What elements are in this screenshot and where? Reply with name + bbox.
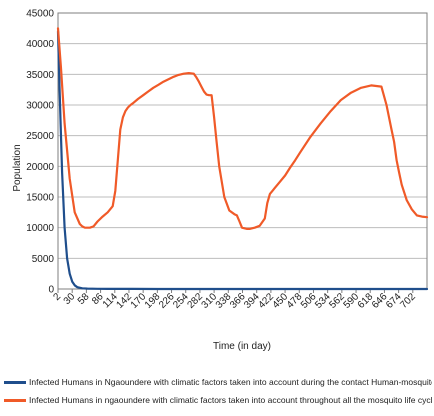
- series-line-1: [56, 30, 429, 291]
- y-tick-label: 20000: [26, 162, 54, 173]
- y-tick-label: 25000: [26, 131, 54, 142]
- y-tick-label: 15000: [26, 193, 54, 204]
- y-tick-label: 10000: [26, 223, 54, 234]
- plot-area-border: [57, 12, 428, 290]
- y-tick-label: 45000: [26, 9, 54, 20]
- x-tick-label: 702: [398, 291, 418, 311]
- chart-legend: Infected Humans in Ngaoundere with clima…: [4, 375, 432, 407]
- series-lines: [56, 27, 429, 291]
- legend-item-series-1: Infected Humans in Ngaoundere with clima…: [4, 375, 432, 389]
- legend-swatch-series-2: [4, 398, 26, 402]
- legend-label-series-1: Infected Humans in Ngaoundere with clima…: [29, 377, 432, 387]
- x-axis-title: Time (in day): [213, 341, 271, 352]
- x-tick-label: 2: [51, 291, 63, 303]
- x-axis-ticks: 2305886114142170198226254282310338366394…: [51, 289, 418, 311]
- series-line-2: [56, 27, 429, 230]
- line-chart: 0 5000 10000 15000 20000 25000 30000 35000 40000…: [12, 9, 429, 352]
- legend-swatch-series-1: [4, 380, 26, 384]
- y-tick-label: 35000: [26, 70, 54, 81]
- gridlines: [58, 12, 427, 290]
- legend-label-series-2: Infected Humans in ngaoundere with clima…: [29, 395, 432, 405]
- y-tick-label: 40000: [26, 39, 54, 50]
- legend-item-series-2: Infected Humans in ngaoundere with clima…: [4, 393, 432, 407]
- y-axis-title: Population: [12, 144, 23, 191]
- y-tick-label: 0: [48, 285, 54, 296]
- y-axis-ticks: 0 5000 10000 15000 20000 25000 30000 35000 40000…: [26, 9, 54, 296]
- y-tick-label: 5000: [32, 254, 55, 265]
- y-tick-label: 30000: [26, 101, 54, 112]
